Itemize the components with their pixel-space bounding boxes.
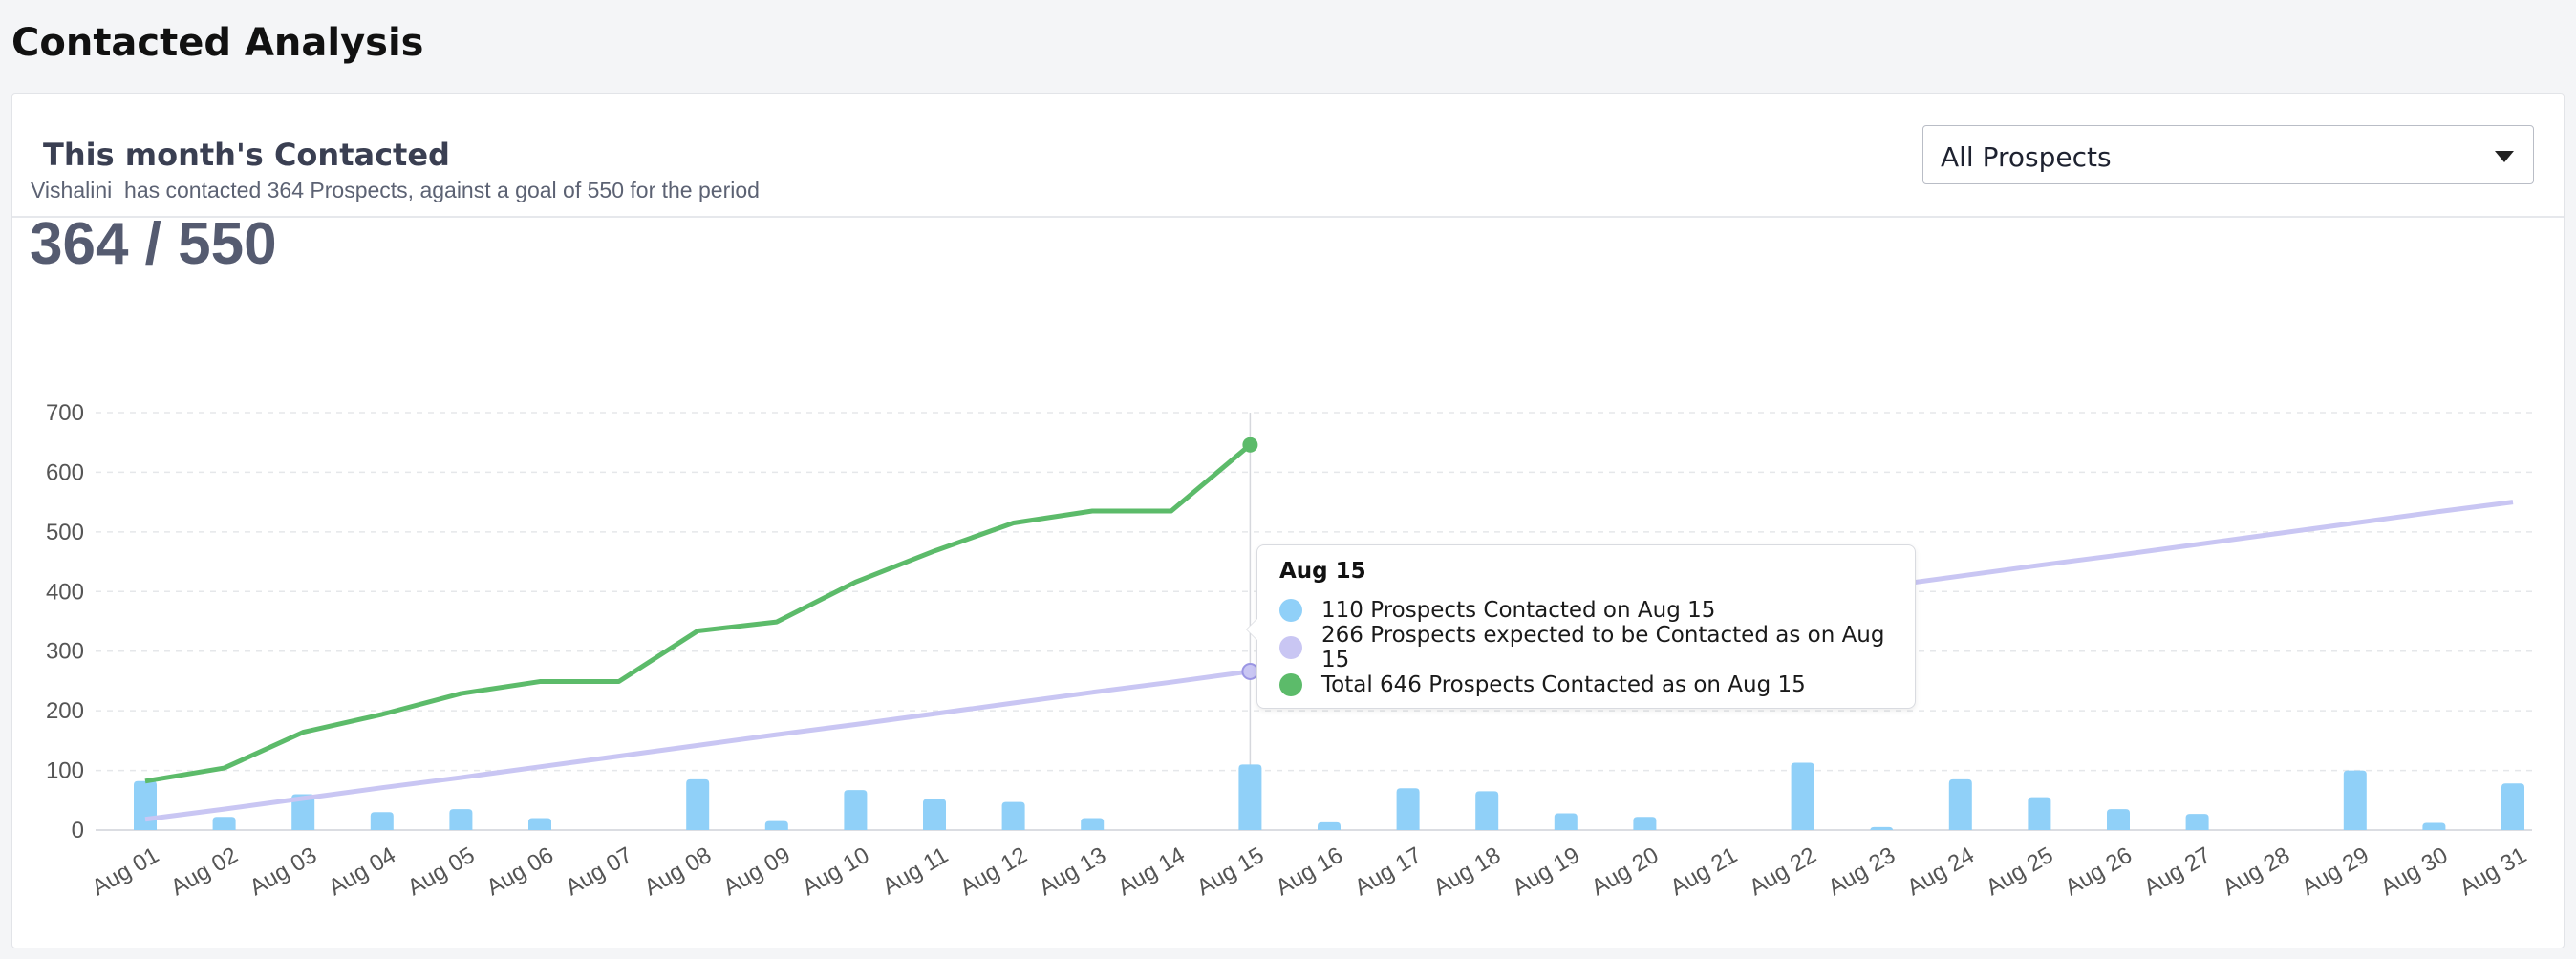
bar [449,809,473,830]
expected-point [1241,662,1259,680]
bar [212,817,236,830]
legend-dot-icon [1279,672,1302,696]
y-tick-label: 600 [46,459,84,485]
x-tick-label: Aug 09 [719,842,794,901]
tooltip-row-text: 110 Prospects Contacted on Aug 15 [1321,597,1716,623]
tooltip-row-text: 266 Prospects expected to be Contacted a… [1321,622,1885,672]
chart-tooltip: Aug 15 110 Prospects Contacted on Aug 15… [1246,544,1916,709]
prospect-filter-select[interactable]: All Prospects [1922,125,2534,184]
x-tick-label: Aug 04 [324,842,399,901]
bar [1081,818,1105,830]
bar [1396,788,1420,830]
bar [528,818,551,830]
x-tick-label: Aug 05 [403,842,479,901]
bar [764,820,788,830]
x-tick-label: Aug 27 [2139,842,2215,901]
legend-dot-icon [1279,635,1302,659]
total-line [144,442,1253,784]
x-tick-label: Aug 21 [1666,842,1742,901]
bar [1475,791,1499,830]
tooltip-row-daily: 110 Prospects Contacted on Aug 15 [1279,591,1903,629]
bar [2107,809,2130,830]
x-tick-label: Aug 14 [1113,842,1189,901]
total-point [1242,437,1258,453]
x-tick-label: Aug 18 [1429,842,1505,901]
bar [1870,826,1894,831]
x-tick-label: Aug 29 [2297,842,2372,901]
y-tick-label: 200 [46,698,84,724]
x-tick-label: Aug 12 [955,842,1031,901]
x-tick-label: Aug 13 [1035,842,1110,901]
bar [1318,821,1341,830]
bar [2343,770,2367,830]
summary-sentence: has contacted 364 Prospects, against a g… [118,178,760,202]
x-tick-label: Aug 31 [2456,842,2531,901]
chevron-down-icon [2495,151,2514,162]
bar [291,794,315,830]
contacted-card: This month's Contacted All Prospects [11,93,2565,948]
x-tick-label: Aug 10 [798,842,873,901]
bar [2422,822,2446,830]
x-tick-label: Aug 25 [1982,842,2057,901]
x-tick-label: Aug 07 [561,842,636,901]
x-tick-label: Aug 28 [2219,842,2294,901]
y-tick-label: 100 [46,758,84,784]
x-tick-label: Aug 11 [878,842,953,901]
x-tick-label: Aug 16 [1272,842,1347,901]
bar [2501,783,2524,830]
x-tick-label: Aug 03 [246,842,321,901]
bar [2028,797,2051,830]
card-header: This month's Contacted All Prospects [12,94,2564,218]
bar [1238,764,1262,830]
legend-dot-icon [1279,598,1302,622]
x-tick-label: Aug 01 [88,842,163,901]
x-tick-label: Aug 20 [1587,842,1663,901]
x-tick-label: Aug 30 [2376,842,2452,901]
bar [1791,762,1814,830]
tooltip-pointer [1246,618,1257,641]
y-tick-label: 300 [46,639,84,665]
x-tick-label: Aug 08 [640,842,716,901]
prospect-filter-value: All Prospects [1941,141,2112,173]
y-tick-label: 500 [46,520,84,545]
x-tick-label: Aug 26 [2061,842,2136,901]
tooltip-row-expected: 266 Prospects expected to be Contacted a… [1279,623,1903,672]
bar [1001,801,1025,830]
summary-text: Vishalini has contacted 364 Prospects, a… [31,178,760,203]
x-tick-label: Aug 22 [1745,842,1820,901]
card-title: This month's Contacted [43,137,450,173]
bar [923,799,946,830]
bar [134,780,157,830]
page-title: Contacted Analysis [11,21,424,65]
summary-user: Vishalini [31,178,118,202]
tooltip-row-total: Total 646 Prospects Contacted as on Aug … [1279,666,1903,703]
bar [1554,813,1578,830]
x-tick-label: Aug 17 [1350,842,1426,901]
tooltip-row-text: Total 646 Prospects Contacted as on Aug … [1321,671,1806,697]
x-tick-label: Aug 02 [166,842,242,901]
x-tick-label: Aug 19 [1508,842,1583,901]
contacted-vs-goal: 364 / 550 [30,211,277,277]
y-tick-label: 700 [46,400,84,426]
bar [844,790,868,830]
bar [1633,817,1657,830]
x-tick-label: Aug 23 [1824,842,1900,901]
y-tick-label: 400 [46,579,84,605]
x-tick-label: Aug 15 [1192,842,1268,901]
bar [370,812,394,830]
y-tick-label: 0 [72,818,84,843]
bar [686,778,710,830]
bar [1948,778,1972,830]
bar [2185,814,2209,830]
tooltip-title: Aug 15 [1279,559,1366,584]
bar-layer [134,762,2524,831]
x-tick-label: Aug 24 [1902,842,1978,901]
x-tick-label: Aug 06 [483,842,558,901]
